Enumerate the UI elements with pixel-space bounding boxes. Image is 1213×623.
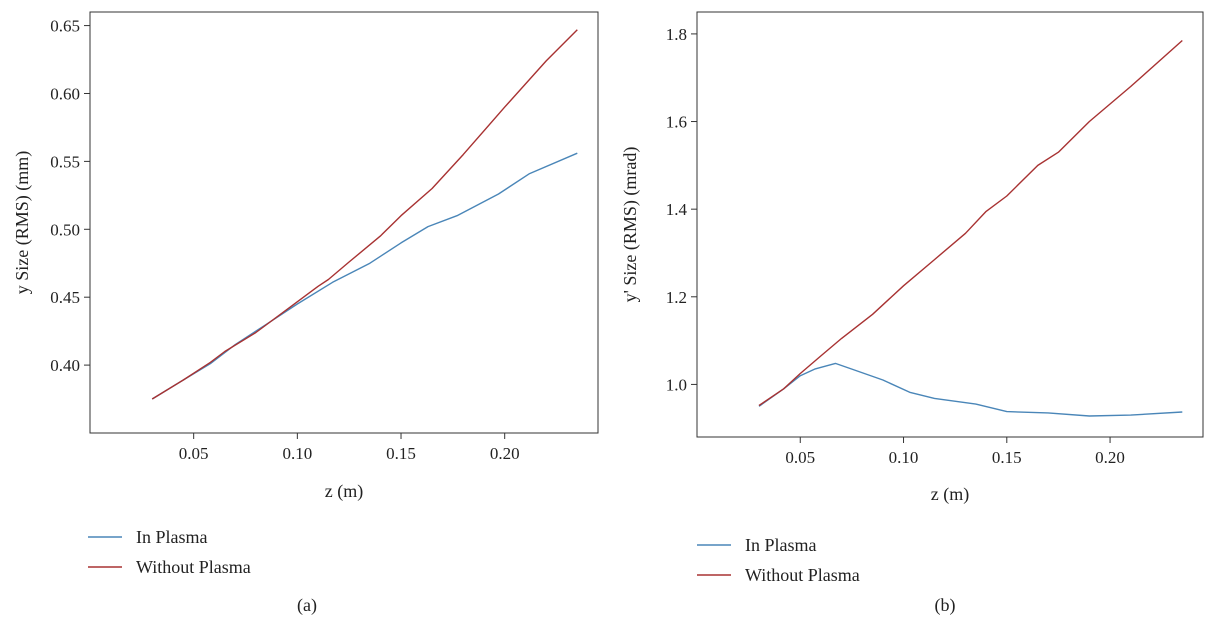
legend: In Plasma Without Plasma xyxy=(88,527,251,577)
legend: In Plasma Without Plasma xyxy=(697,535,860,585)
x-tick-label: 0.05 xyxy=(785,448,815,467)
x-tick-label: 0.05 xyxy=(179,444,209,463)
y-tick-label: 0.50 xyxy=(50,220,80,239)
x-tick-label: 0.10 xyxy=(889,448,919,467)
y-tick-label: 0.65 xyxy=(50,17,80,36)
y-ticks: 0.40 0.45 0.50 0.55 0.60 0.65 xyxy=(50,17,90,375)
series-group xyxy=(758,39,1183,417)
y-tick-label: 1.4 xyxy=(666,200,688,219)
x-tick-label: 0.20 xyxy=(490,444,520,463)
plot-frame xyxy=(696,11,1204,438)
y-tick-label: 0.45 xyxy=(50,288,80,307)
series-group xyxy=(151,29,578,400)
y-tick-label: 0.55 xyxy=(50,152,80,171)
legend-label: In Plasma xyxy=(745,535,817,555)
x-axis-label: z (m) xyxy=(325,481,363,502)
chart-panel-a: 0.40 0.45 0.50 0.55 0.60 0.65 0.05 0.10 0.15 0.2… xyxy=(12,11,599,616)
panel-caption: (a) xyxy=(297,595,317,616)
series-line-without-plasma xyxy=(758,39,1183,407)
x-tick-label: 0.10 xyxy=(282,444,312,463)
x-tick-label: 0.20 xyxy=(1095,448,1125,467)
y-tick-label: 0.40 xyxy=(50,356,80,375)
y-tick-label: 0.60 xyxy=(50,84,80,103)
y-axis-label: y' Size (RMS) (mrad) xyxy=(620,147,641,303)
x-tick-label: 0.15 xyxy=(992,448,1022,467)
panel-caption: (b) xyxy=(935,595,956,616)
chart-panel-b: 1.0 1.2 1.4 1.6 1.8 0.05 0.10 0.15 0.20 z (m) y… xyxy=(620,11,1204,616)
y-tick-label: 1.0 xyxy=(666,375,687,394)
y-tick-label: 1.8 xyxy=(666,25,687,44)
y-axis-label: y Size (RMS) (mm) xyxy=(12,151,33,295)
y-tick-label: 1.2 xyxy=(666,288,687,307)
series-line-in-plasma xyxy=(758,362,1183,417)
series-line-in-plasma xyxy=(151,152,578,400)
series-line-without-plasma xyxy=(151,29,578,400)
plot-frame xyxy=(89,11,599,434)
x-tick-label: 0.15 xyxy=(386,444,416,463)
y-tick-label: 1.6 xyxy=(666,113,687,132)
legend-label: In Plasma xyxy=(136,527,208,547)
x-axis-label: z (m) xyxy=(931,484,969,505)
x-ticks: 0.05 0.10 0.15 0.20 xyxy=(179,433,520,463)
legend-label: Without Plasma xyxy=(136,557,251,577)
legend-label: Without Plasma xyxy=(745,565,860,585)
y-ticks: 1.0 1.2 1.4 1.6 1.8 xyxy=(666,25,697,394)
x-ticks: 0.05 0.10 0.15 0.20 xyxy=(785,437,1125,467)
